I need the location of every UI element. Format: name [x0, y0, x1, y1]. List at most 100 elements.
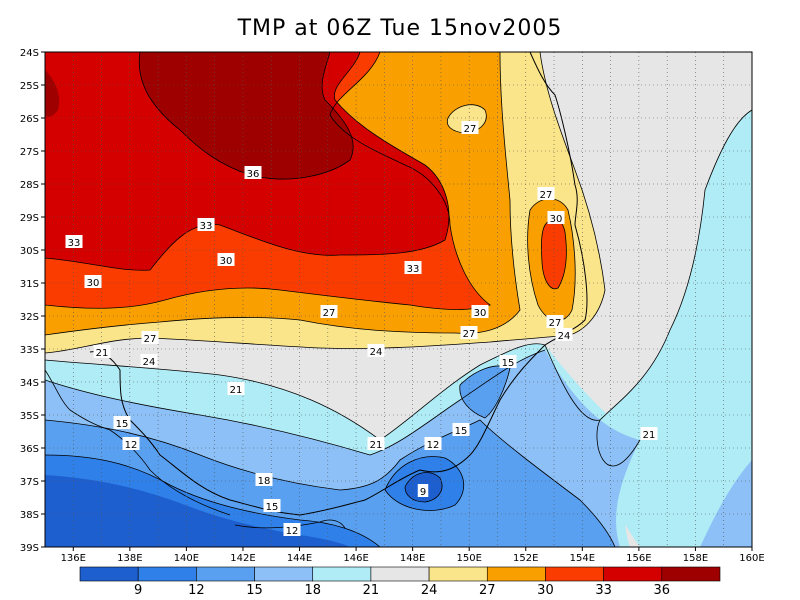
lon-label: 150E	[456, 553, 481, 564]
contour-label: 24	[370, 347, 383, 358]
contour-label-bg	[546, 315, 564, 328]
contour-label: 36	[247, 169, 260, 180]
field-21-24-east	[596, 52, 752, 547]
contour-label: 30	[220, 256, 233, 267]
contour-label: 27	[463, 329, 476, 340]
lon-label: 160E	[739, 553, 764, 564]
contour-label: 15	[502, 358, 515, 369]
lon-label: 140E	[174, 553, 199, 564]
contour-label: 24	[558, 331, 571, 342]
contour-label: 27	[540, 190, 553, 201]
contour-label: 24	[143, 357, 156, 368]
map-title: TMP at 06Z Tue 15nov2005	[237, 16, 563, 41]
lat-label: 29S	[20, 213, 39, 224]
contour-label-bg	[461, 121, 479, 134]
contour-label: 33	[200, 221, 213, 232]
contour-label-bg	[460, 326, 478, 339]
lat-label: 35S	[20, 411, 39, 422]
contour-label-bg	[263, 499, 281, 512]
contour-label-bg	[424, 437, 442, 450]
field-9-12-sw	[45, 475, 350, 547]
colorbar-swatch	[603, 566, 663, 582]
contour-label: 15	[266, 502, 279, 513]
coastline-gulf	[45, 369, 231, 516]
colorbar-label: 9	[134, 583, 142, 598]
longitude-labels: 136E 138E 140E 142E 144E 146E 148E 150E 152E 154E…	[61, 547, 765, 564]
colorbar-label: 21	[363, 583, 380, 598]
lon-label: 146E	[343, 553, 368, 564]
contour-label: 21	[96, 348, 109, 359]
contour-label-bg	[140, 354, 158, 367]
contour-label: 12	[427, 440, 440, 451]
lon-label: 144E	[287, 553, 312, 564]
lat-label: 34S	[20, 378, 39, 389]
contour-label: 15	[455, 426, 468, 437]
colorbar-label: 33	[595, 583, 612, 598]
colorbar-label: 27	[479, 583, 496, 598]
contour-label: 27	[464, 124, 477, 135]
contour-label: 30	[550, 214, 563, 225]
contour-label-bg	[65, 235, 83, 248]
colorbar-swatch	[137, 566, 197, 582]
field-39-plus-west	[45, 70, 60, 117]
colorbar-label: 12	[188, 583, 205, 598]
lon-label: 152E	[513, 553, 538, 564]
filled-contours	[45, 52, 752, 547]
lon-label: 136E	[61, 553, 86, 564]
contour-label-bg	[197, 218, 215, 231]
field-15-18-blob	[459, 365, 510, 418]
lat-label: 31S	[20, 279, 39, 290]
colorbar-swatch	[486, 566, 546, 582]
map-frame	[44, 51, 753, 548]
lon-label: 156E	[626, 553, 651, 564]
lat-label: 28S	[20, 180, 39, 191]
contour-label-bg	[84, 275, 102, 288]
contour-label: 33	[68, 238, 81, 249]
colorbar-swatch	[545, 566, 604, 582]
lat-label: 32S	[20, 312, 39, 323]
contour-label: 21	[643, 430, 656, 441]
contour-label-bg	[547, 211, 565, 224]
contour-label-bg	[283, 523, 301, 536]
colorbar-swatch	[661, 566, 721, 582]
contour-label-bg	[93, 345, 111, 358]
field-33-36-coastal	[541, 219, 567, 289]
contour-label: 27	[549, 318, 562, 329]
contour-label-bg	[555, 328, 573, 341]
field-39-plus	[139, 52, 354, 180]
coastline-tasmania-north	[234, 519, 346, 529]
lat-label: 38S	[20, 510, 39, 521]
lon-label: 154E	[570, 553, 595, 564]
contour-label-bg	[122, 437, 140, 450]
contour-label-bg	[640, 427, 658, 440]
contour-label-bg	[244, 166, 262, 179]
colorbar-swatch	[370, 566, 430, 582]
contour-label: 12	[286, 526, 299, 537]
contour-label: 30	[474, 308, 487, 319]
contour-label: 15	[116, 419, 129, 430]
contour-label: 12	[125, 440, 138, 451]
colorbar-label: 30	[537, 583, 554, 598]
contour-label: 30	[87, 278, 100, 289]
contour-label: 33	[407, 264, 420, 275]
contour-label-bg	[537, 187, 555, 200]
contour-label: 21	[230, 385, 243, 396]
contour-label-bg	[367, 437, 385, 450]
colorbar-swatch	[254, 566, 314, 582]
contour-label-bg	[113, 416, 131, 429]
lon-label: 138E	[117, 553, 142, 564]
contour-label: 27	[323, 308, 336, 319]
lat-label: 36S	[20, 444, 39, 455]
lon-label: 158E	[683, 553, 708, 564]
colorbar-swatch	[196, 566, 255, 582]
lat-label: 33S	[20, 345, 39, 356]
lat-label: 37S	[20, 477, 39, 488]
contour-label: 9	[420, 487, 426, 498]
colorbar-label: 24	[421, 583, 438, 598]
colorbar-swatch	[79, 566, 139, 582]
map-grid	[45, 52, 752, 547]
lat-label: 25S	[20, 81, 39, 92]
contour-label-bg	[141, 331, 159, 344]
lat-label: 39S	[20, 543, 39, 554]
